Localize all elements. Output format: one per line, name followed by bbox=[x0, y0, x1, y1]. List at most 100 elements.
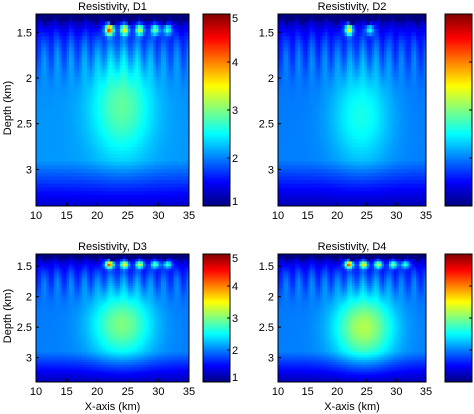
heatmap-cell bbox=[302, 95, 306, 100]
heatmap-cell bbox=[186, 191, 190, 196]
heatmap-cell bbox=[352, 91, 355, 96]
heatmap-cell bbox=[51, 198, 55, 203]
heatmap-cell bbox=[89, 172, 93, 177]
heatmap-cell bbox=[352, 65, 355, 70]
heatmap-cell bbox=[339, 32, 343, 37]
heatmap-cell bbox=[36, 91, 39, 96]
heatmap-cell bbox=[117, 194, 121, 200]
heatmap-cell bbox=[305, 62, 308, 67]
heatmap-cell bbox=[104, 154, 108, 159]
heatmap-cell bbox=[125, 180, 129, 185]
heatmap-cell bbox=[125, 50, 129, 56]
heatmap-cell bbox=[322, 180, 326, 185]
heatmap-cell bbox=[305, 36, 308, 41]
heatmap-cell bbox=[295, 128, 299, 133]
heatmap-cell bbox=[339, 128, 343, 133]
heatmap-cell bbox=[104, 121, 108, 126]
heatmap-cell bbox=[166, 150, 169, 155]
heatmap-cell bbox=[282, 69, 286, 74]
heatmap-cell bbox=[69, 143, 73, 148]
heatmap-cell bbox=[41, 14, 45, 19]
heatmap-cell bbox=[79, 95, 83, 100]
heatmap-cell bbox=[117, 95, 121, 100]
heatmap-cell bbox=[317, 117, 321, 122]
heatmap-cell bbox=[315, 117, 318, 122]
heatmap-cell bbox=[292, 28, 296, 33]
colorbar-segment bbox=[203, 90, 230, 94]
heatmap-cell bbox=[64, 146, 67, 152]
heatmap-cell bbox=[155, 91, 159, 96]
heatmap-cell bbox=[43, 194, 47, 200]
heatmap-cell bbox=[74, 183, 78, 188]
heatmap-cell bbox=[130, 36, 134, 41]
heatmap-cell bbox=[48, 161, 52, 166]
heatmap-cell bbox=[339, 169, 343, 174]
heatmap-cell bbox=[278, 180, 281, 185]
heatmap-cell bbox=[46, 150, 50, 155]
heatmap-cell bbox=[297, 25, 301, 30]
heatmap-cell bbox=[66, 91, 70, 96]
heatmap-cell bbox=[344, 202, 348, 207]
heatmap-cell bbox=[339, 146, 343, 152]
heatmap-cell bbox=[290, 47, 294, 52]
heatmap-cell bbox=[339, 202, 343, 207]
heatmap-cell bbox=[102, 150, 106, 155]
heatmap-cell bbox=[145, 73, 149, 78]
heatmap-cell bbox=[354, 165, 358, 170]
heatmap-cell bbox=[148, 146, 152, 152]
heatmap-cell bbox=[339, 14, 343, 19]
heatmap-cell bbox=[168, 39, 172, 44]
heatmap-cell bbox=[64, 25, 67, 30]
heatmap-cell bbox=[300, 176, 304, 181]
heatmap-cell bbox=[287, 21, 291, 26]
heatmap-cell bbox=[132, 25, 136, 30]
heatmap-cell bbox=[132, 50, 136, 56]
heatmap-cell bbox=[97, 128, 101, 133]
heatmap-cell bbox=[352, 191, 355, 196]
heatmap-cell bbox=[143, 50, 147, 56]
colorbar-segment bbox=[203, 148, 230, 152]
heatmap-cell bbox=[148, 187, 152, 192]
heatmap-cell bbox=[305, 135, 308, 140]
heatmap-cell bbox=[305, 154, 308, 159]
heatmap-cell bbox=[290, 43, 294, 48]
heatmap-cell bbox=[312, 150, 316, 155]
heatmap-cell bbox=[58, 146, 62, 152]
heatmap-cell bbox=[287, 58, 291, 63]
heatmap-cell bbox=[102, 183, 106, 188]
heatmap-cell bbox=[51, 87, 55, 92]
heatmap-cell bbox=[300, 143, 304, 148]
heatmap-cell bbox=[53, 176, 57, 181]
heatmap-cell bbox=[115, 135, 118, 140]
heatmap-cell bbox=[332, 146, 336, 152]
heatmap-cell bbox=[104, 98, 108, 104]
heatmap-cell bbox=[337, 176, 341, 181]
heatmap-cell bbox=[120, 62, 124, 67]
heatmap-cell bbox=[285, 161, 289, 166]
heatmap-cell bbox=[295, 65, 299, 70]
heatmap-cell bbox=[319, 76, 323, 81]
heatmap-cell bbox=[94, 110, 98, 115]
heatmap-cell bbox=[87, 180, 90, 185]
heatmap-cell bbox=[312, 95, 316, 100]
heatmap-cell bbox=[104, 65, 108, 70]
heatmap-cell bbox=[297, 50, 301, 56]
heatmap-cell bbox=[138, 150, 141, 155]
heatmap-cell bbox=[334, 113, 338, 118]
heatmap-cell bbox=[173, 172, 177, 177]
heatmap-cell bbox=[305, 150, 308, 155]
heatmap-cell bbox=[334, 84, 338, 89]
heatmap-cell bbox=[153, 132, 157, 137]
heatmap-cell bbox=[41, 106, 45, 111]
heatmap-cell bbox=[48, 176, 52, 181]
heatmap-cell bbox=[280, 65, 284, 70]
heatmap-cell bbox=[132, 172, 136, 177]
heatmap-cell bbox=[89, 143, 93, 148]
heatmap-cell bbox=[71, 58, 75, 63]
heatmap-cell bbox=[183, 169, 187, 174]
heatmap-cell bbox=[322, 62, 326, 67]
heatmap-cell bbox=[312, 176, 316, 181]
heatmap-cell bbox=[94, 161, 98, 166]
colorbar-segment bbox=[203, 54, 230, 58]
heatmap-cell bbox=[150, 25, 154, 30]
